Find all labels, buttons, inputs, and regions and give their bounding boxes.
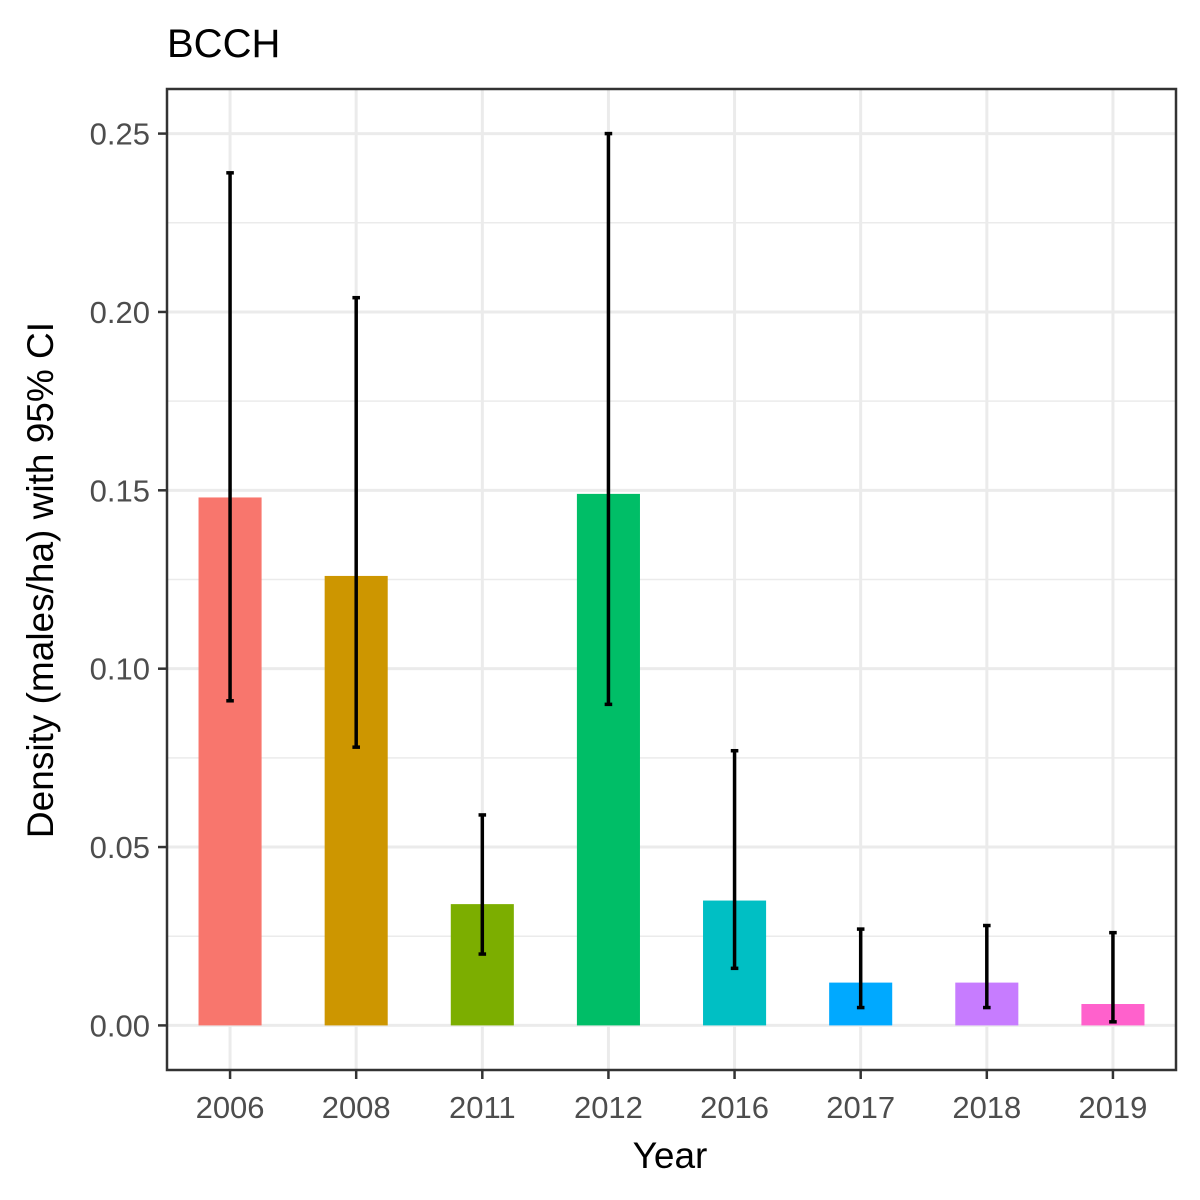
chart-title: BCCH	[167, 22, 280, 66]
error-bar-2019	[1109, 930, 1117, 1024]
x-tick-label: 2006	[196, 1090, 265, 1125]
error-bars	[226, 131, 1117, 1024]
error-bar-2006	[226, 171, 234, 703]
y-axis: 0.00 0.05 0.10 0.15 0.20 0.25	[90, 117, 167, 1043]
error-bar-2008	[352, 295, 360, 749]
x-tick-label: 2017	[826, 1090, 895, 1125]
x-tick-label: 2018	[952, 1090, 1021, 1125]
x-tick-label: 2011	[449, 1090, 516, 1125]
y-tick-label: 0.15	[90, 473, 150, 508]
error-bar-2018	[983, 923, 991, 1010]
x-tick-label: 2008	[322, 1090, 391, 1125]
x-tick-label: 2012	[574, 1090, 643, 1125]
y-tick-label: 0.20	[90, 295, 150, 330]
x-axis: 2006 2008 2011 2012 2016 2017 2018 2019	[196, 1070, 1147, 1125]
y-axis-title: Density (males/ha) with 95% CI	[20, 322, 61, 838]
plot-border	[165, 87, 1178, 1072]
x-axis-title: Year	[633, 1135, 708, 1176]
y-tick-label: 0.05	[90, 830, 150, 865]
y-tick-label: 0.25	[90, 117, 150, 152]
x-tick-label: 2019	[1078, 1090, 1147, 1125]
y-tick-label: 0.10	[90, 652, 150, 687]
error-bar-2012	[604, 131, 613, 707]
x-tick-label: 2016	[700, 1090, 769, 1125]
error-bar-2011	[478, 813, 487, 956]
error-bar-2017	[856, 927, 865, 1010]
error-bar-2016	[730, 748, 739, 971]
y-tick-label: 0.00	[90, 1008, 150, 1043]
